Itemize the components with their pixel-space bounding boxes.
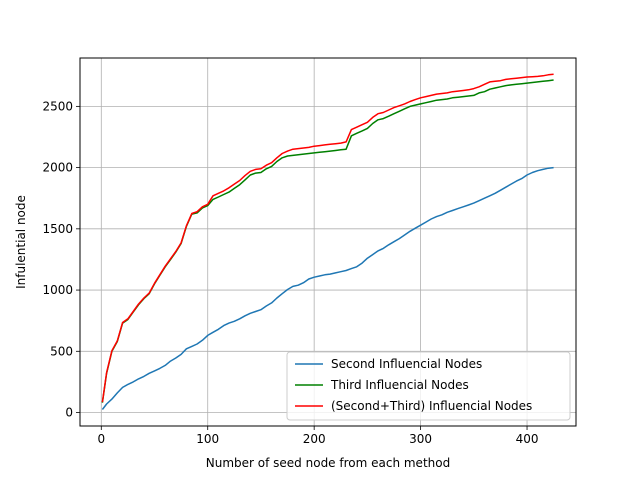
y-tick-label: 0: [65, 406, 73, 420]
legend-label-third: Third Influencial Nodes: [330, 378, 469, 392]
series-line-combined: [101, 73, 554, 403]
y-axis-label: Infulential node: [14, 195, 28, 289]
y-tick-label: 1500: [42, 222, 73, 236]
axis-ticks: 0 100 200 300 400 0 500 1000 1500 2000 2500: [42, 99, 538, 446]
y-tick-label: 2000: [42, 161, 73, 175]
y-tick-label: 1000: [42, 283, 73, 297]
x-tick-label: 400: [516, 432, 539, 446]
legend: Second Influencial Nodes Third Influenci…: [286, 351, 571, 421]
series-line-second: [101, 166, 554, 410]
x-tick-label: 300: [409, 432, 432, 446]
legend-box: [286, 351, 571, 421]
y-tick-label: 2500: [42, 99, 73, 113]
series-lines: [101, 73, 554, 410]
legend-label-combined: (Second+Third) Influencial Nodes: [331, 399, 532, 413]
x-tick-label: 100: [196, 432, 219, 446]
x-axis-label: Number of seed node from each method: [206, 456, 450, 470]
x-tick-label: 0: [97, 432, 105, 446]
y-tick-label: 500: [50, 344, 73, 358]
grid-lines: [80, 58, 576, 426]
x-tick-label: 200: [303, 432, 326, 446]
legend-label-second: Second Influencial Nodes: [331, 357, 482, 371]
plot-area-frame: [79, 57, 577, 427]
